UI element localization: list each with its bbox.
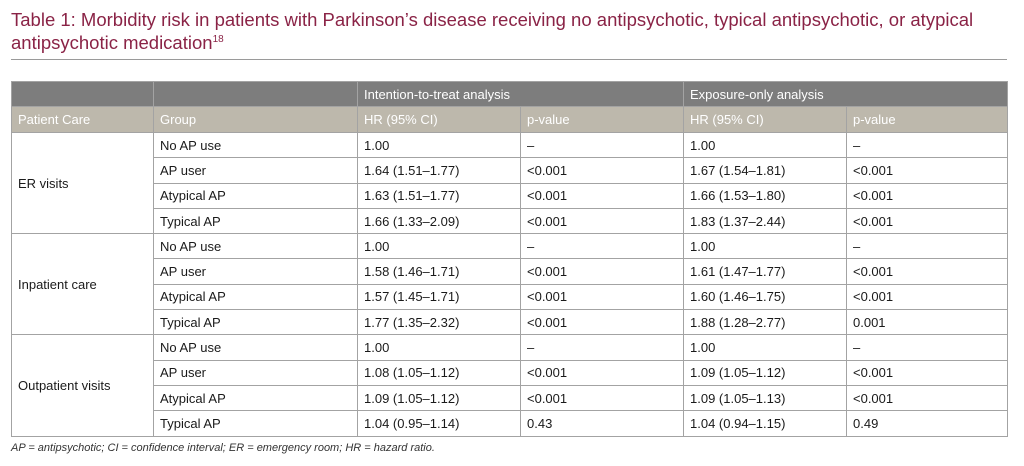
cell-itt-p: –	[520, 334, 684, 361]
cell-eo-hr: 1.83 (1.37–2.44)	[683, 207, 847, 235]
cell-itt-hr: 1.00	[357, 233, 521, 260]
cell-eo-hr: 1.60 (1.46–1.75)	[683, 283, 847, 311]
title-divider	[11, 59, 1007, 60]
cell-itt-hr: 1.57 (1.45–1.71)	[357, 283, 521, 311]
cell-group: Atypical AP	[153, 384, 358, 412]
column-header-group: Group	[153, 106, 358, 133]
section-label: ER visits	[11, 131, 154, 235]
cell-group: No AP use	[153, 334, 358, 361]
cell-eo-p: <0.001	[846, 207, 1008, 235]
table-row: ER visits No AP use 1.00 – 1.00 –	[11, 131, 1008, 235]
column-header-row: Patient Care Group HR (95% CI) p-value H…	[11, 106, 1008, 133]
cell-itt-p: 0.43	[520, 410, 684, 437]
cell-itt-hr: 1.66 (1.33–2.09)	[357, 207, 521, 235]
cell-itt-p: –	[520, 233, 684, 260]
table-row: Atypical AP 1.63 (1.51–1.77) <0.001 1.66…	[12, 182, 1008, 209]
cell-eo-p: <0.001	[846, 258, 1008, 285]
table-row: AP user 1.58 (1.46–1.71) <0.001 1.61 (1.…	[12, 258, 1008, 285]
group-header-blank	[11, 81, 154, 107]
cell-eo-hr: 1.04 (0.94–1.15)	[683, 410, 847, 437]
group-header-itt: Intention-to-treat analysis	[357, 81, 684, 107]
cell-itt-p: –	[520, 131, 684, 159]
cell-itt-hr: 1.00	[357, 334, 521, 361]
cell-itt-p: <0.001	[520, 309, 684, 336]
morbidity-table: Intention-to-treat analysis Exposure-onl…	[11, 81, 1008, 437]
table-row: Inpatient care No AP use 1.00 – 1.00 –	[11, 233, 1008, 336]
table-row: Typical AP 1.04 (0.95–1.14) 0.43 1.04 (0…	[12, 410, 1008, 437]
cell-eo-hr: 1.88 (1.28–2.77)	[683, 309, 847, 336]
cell-eo-p: –	[846, 233, 1008, 260]
table-title-text: Table 1: Morbidity risk in patients with…	[11, 9, 974, 53]
column-header-itt-hr: HR (95% CI)	[357, 106, 521, 133]
cell-itt-p: <0.001	[520, 384, 684, 412]
table-row: AP user 1.08 (1.05–1.12) <0.001 1.09 (1.…	[12, 359, 1008, 386]
group-header-blank	[153, 81, 358, 107]
cell-itt-p: <0.001	[520, 207, 684, 235]
cell-itt-p: <0.001	[520, 258, 684, 285]
cell-itt-hr: 1.04 (0.95–1.14)	[357, 410, 521, 437]
cell-group: Typical AP	[153, 207, 358, 235]
cell-itt-hr: 1.58 (1.46–1.71)	[357, 258, 521, 285]
cell-itt-hr: 1.64 (1.51–1.77)	[357, 157, 521, 184]
cell-eo-p: 0.001	[846, 309, 1008, 336]
cell-eo-p: <0.001	[846, 359, 1008, 386]
cell-eo-p: <0.001	[846, 157, 1008, 184]
cell-eo-hr: 1.61 (1.47–1.77)	[683, 258, 847, 285]
cell-eo-hr: 1.09 (1.05–1.12)	[683, 359, 847, 386]
cell-eo-p: <0.001	[846, 384, 1008, 412]
group-header-row: Intention-to-treat analysis Exposure-onl…	[11, 81, 1008, 107]
cell-group: Atypical AP	[153, 182, 358, 209]
cell-itt-p: <0.001	[520, 157, 684, 184]
cell-group: AP user	[153, 157, 358, 184]
cell-itt-p: <0.001	[520, 359, 684, 386]
group-header-exposure: Exposure-only analysis	[683, 81, 1008, 107]
cell-eo-p: <0.001	[846, 182, 1008, 209]
cell-itt-hr: 1.00	[357, 131, 521, 159]
cell-itt-p: <0.001	[520, 182, 684, 209]
cell-eo-hr: 1.00	[683, 131, 847, 159]
section-label: Outpatient visits	[11, 334, 154, 437]
cell-group: AP user	[153, 258, 358, 285]
table-row: Atypical AP 1.57 (1.45–1.71) <0.001 1.60…	[12, 283, 1008, 311]
cell-group: Typical AP	[153, 309, 358, 336]
cell-group: AP user	[153, 359, 358, 386]
cell-itt-hr: 1.63 (1.51–1.77)	[357, 182, 521, 209]
cell-eo-hr: 1.66 (1.53–1.80)	[683, 182, 847, 209]
cell-eo-p: <0.001	[846, 283, 1008, 311]
cell-itt-hr: 1.09 (1.05–1.12)	[357, 384, 521, 412]
cell-itt-hr: 1.08 (1.05–1.12)	[357, 359, 521, 386]
table-title: Table 1: Morbidity risk in patients with…	[11, 8, 1011, 54]
cell-group: Typical AP	[153, 410, 358, 437]
cell-eo-hr: 1.00	[683, 233, 847, 260]
section-label: Inpatient care	[11, 233, 154, 336]
table-row: Atypical AP 1.09 (1.05–1.12) <0.001 1.09…	[12, 384, 1008, 412]
cell-group: No AP use	[153, 131, 358, 159]
cell-group: Atypical AP	[153, 283, 358, 311]
table-row: Outpatient visits No AP use 1.00 – 1.00 …	[11, 334, 1008, 437]
column-header-patient-care: Patient Care	[11, 106, 154, 133]
table-body: ER visits No AP use 1.00 – 1.00 – AP use…	[11, 131, 1008, 437]
column-header-eo-hr: HR (95% CI)	[683, 106, 847, 133]
table-footnote: AP = antipsychotic; CI = confidence inte…	[11, 442, 435, 454]
cell-group: No AP use	[153, 233, 358, 260]
table-row: Typical AP 1.77 (1.35–2.32) <0.001 1.88 …	[12, 309, 1008, 336]
cell-eo-p: –	[846, 334, 1008, 361]
column-header-eo-p: p-value	[846, 106, 1008, 133]
table-row: AP user 1.64 (1.51–1.77) <0.001 1.67 (1.…	[12, 157, 1008, 184]
column-header-itt-p: p-value	[520, 106, 684, 133]
cell-eo-hr: 1.67 (1.54–1.81)	[683, 157, 847, 184]
reference-superscript: 18	[212, 33, 224, 45]
cell-itt-hr: 1.77 (1.35–2.32)	[357, 309, 521, 336]
cell-itt-p: <0.001	[520, 283, 684, 311]
cell-eo-p: –	[846, 131, 1008, 159]
table-row: Typical AP 1.66 (1.33–2.09) <0.001 1.83 …	[12, 207, 1008, 235]
cell-eo-hr: 1.00	[683, 334, 847, 361]
cell-eo-p: 0.49	[846, 410, 1008, 437]
cell-eo-hr: 1.09 (1.05–1.13)	[683, 384, 847, 412]
